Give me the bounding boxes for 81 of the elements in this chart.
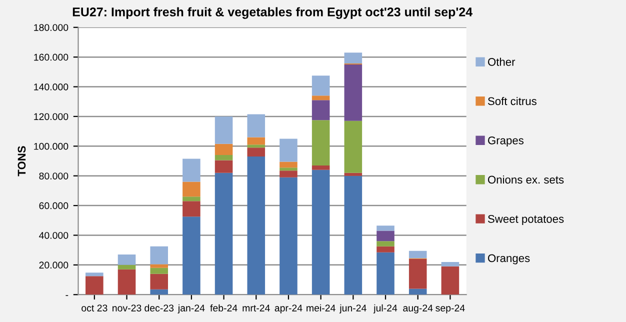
bar [408,288,427,295]
bar [150,268,168,274]
bar [182,196,200,202]
bar [408,258,427,289]
bar [214,172,233,295]
bar [344,52,362,64]
bar [312,120,330,166]
x-tick-label: oct 23 [82,304,108,312]
bar [182,216,200,295]
x-tick-label: feb-24 [210,304,238,312]
bar [312,96,330,100]
y-tick-label: 160.000 [34,54,68,61]
bar [312,76,330,96]
bar [344,64,362,121]
bar [376,230,394,242]
y-axis-title: TONS [18,146,26,176]
bar [280,162,298,168]
bar [150,264,168,268]
y-tick-label: 60.000 [39,202,68,210]
x-tick-label: nov-23 [112,304,142,312]
bar [182,158,200,182]
bar [214,160,233,173]
bar [441,266,460,295]
y-tick-label: 140.000 [34,83,68,90]
bar [214,144,233,156]
bar [280,168,298,171]
bar [376,252,394,295]
legend-label: Oranges [488,254,530,264]
legend-label: Soft citrus [488,96,536,106]
bar [247,144,266,148]
bar [280,170,298,178]
bar [344,120,362,173]
bar [344,172,362,176]
legend-label: Sweet potatoes [488,214,564,226]
y-tick-label: 180.000 [34,24,68,31]
bar [312,100,330,120]
bar [280,138,298,162]
bar [344,176,362,295]
bar [118,264,136,270]
bar [214,116,233,144]
bar [247,148,266,157]
legend-label: Onions ex. sets [488,175,564,184]
bar [118,269,136,295]
x-tick-label: mei-24 [306,304,336,312]
bar [247,156,266,295]
x-tick-label: aug-24 [403,304,433,314]
bar [150,274,168,290]
bar [247,137,266,145]
x-tick-label: jun-24 [339,304,366,314]
x-tick-label: mrt-24 [242,304,270,312]
bar [182,201,200,217]
x-tick-label: jul-24 [373,304,398,314]
chart-title: EU27: Import fresh fruit & vegetables from Egypt oct'23 until sep'24 [72,7,472,19]
bar [441,262,460,266]
y-tick-label: 20.000 [39,262,68,269]
bar [86,276,104,295]
bar [150,289,168,295]
bar [182,182,200,197]
bar [312,165,330,170]
x-tick-label: dec-23 [144,304,174,312]
legend-label: Other [488,58,516,66]
y-tick-label: 40.000 [39,232,68,239]
y-tick-label: 80.000 [39,172,68,180]
legend-label: Grapes [488,136,524,147]
bar [376,246,394,252]
bar [376,241,394,246]
x-tick-label: jan-24 [178,304,205,314]
bar [86,272,104,276]
bar [280,177,298,295]
bar [118,254,136,265]
bar [214,155,233,160]
bar [312,170,330,295]
bar [408,250,427,258]
x-tick-label: apr-24 [274,304,302,314]
bar [247,114,266,138]
bar [150,246,168,264]
x-tick-label: sep-24 [436,304,465,314]
bar [376,226,394,231]
y-tick-label: - [66,295,68,296]
y-tick-label: 120.000 [34,113,68,120]
y-tick-label: 100.000 [34,142,68,150]
